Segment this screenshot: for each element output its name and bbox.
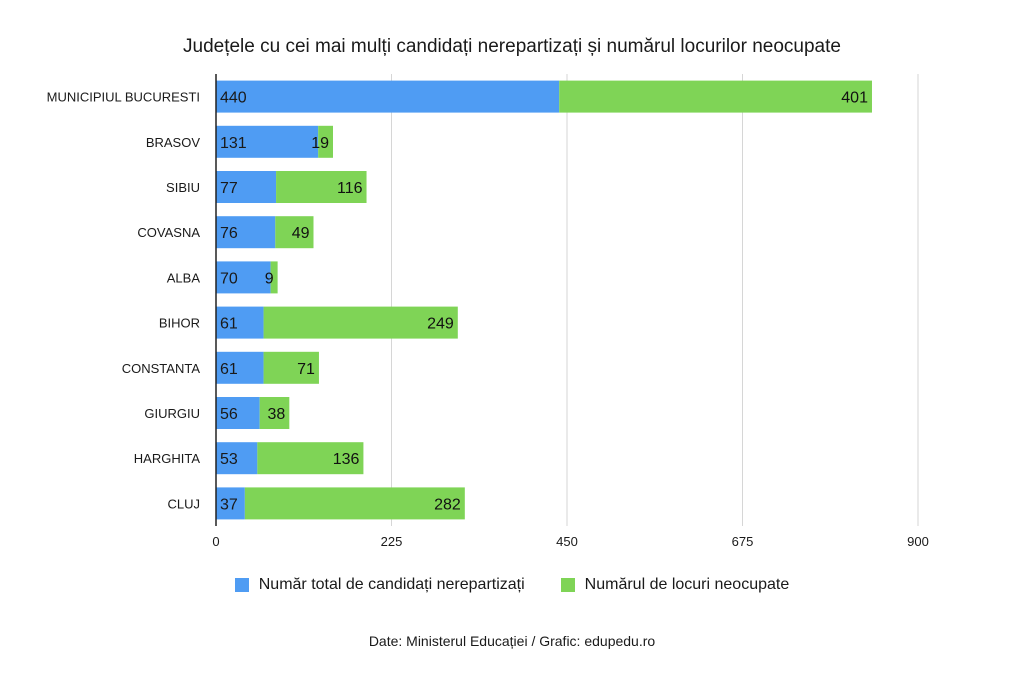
bar-series-2 xyxy=(559,80,872,113)
source-note: Date: Ministerul Educației / Grafic: edu… xyxy=(368,633,656,649)
bar-series-1 xyxy=(216,171,277,203)
data-label-series-1: 70 xyxy=(220,270,238,287)
x-tick-label: 675 xyxy=(732,534,754,549)
x-tick-label: 900 xyxy=(907,534,929,549)
category-label: GIURGIU xyxy=(144,406,200,421)
legend-label-series-1: Număr total de candidați nerepartizați xyxy=(258,576,525,593)
category-label: CONSTANTA xyxy=(122,361,201,376)
x-tick-label: 225 xyxy=(381,534,403,549)
bar-series-2 xyxy=(318,125,333,158)
data-label-series-1: 56 xyxy=(220,406,238,423)
category-label: MUNICIPIUL BUCURESTI xyxy=(47,90,200,105)
bar-series-1 xyxy=(216,397,260,429)
chart-title: Județele cu cei mai mulți candidați nere… xyxy=(183,36,841,57)
legend-item-series-1: Număr total de candidați nerepartizați xyxy=(234,576,525,594)
bar-series-2 xyxy=(244,487,465,520)
data-label-series-1: 77 xyxy=(220,180,238,197)
category-label: BIHOR xyxy=(159,316,200,331)
category-label: COVASNA xyxy=(137,225,200,240)
legend-swatch-green xyxy=(560,578,575,592)
category-label: SIBIU xyxy=(166,180,200,195)
data-label-series-2: 116 xyxy=(337,180,363,197)
data-label-series-1: 131 xyxy=(220,135,247,152)
bar-series-2 xyxy=(259,397,290,429)
data-label-series-1: 76 xyxy=(220,225,238,242)
bar-series-2 xyxy=(270,261,278,294)
category-label: HARGHITA xyxy=(134,451,201,466)
data-label-series-1: 61 xyxy=(220,361,238,378)
bar-series-1 xyxy=(216,125,319,158)
category-label: BRASOV xyxy=(146,135,201,150)
data-label-series-2: 19 xyxy=(311,135,329,152)
category-label: CLUJ xyxy=(167,496,200,511)
data-label-series-1: 440 xyxy=(220,90,247,107)
data-label-series-1: 61 xyxy=(220,316,238,333)
bar-series-2 xyxy=(275,216,314,249)
x-tick-label: 0 xyxy=(212,534,219,549)
data-label-series-1: 37 xyxy=(220,496,238,513)
data-label-series-2: 282 xyxy=(434,496,461,513)
data-label-series-2: 49 xyxy=(292,225,310,242)
bar-series-1 xyxy=(216,351,264,384)
data-label-series-2: 9 xyxy=(265,270,274,287)
data-label-series-2: 401 xyxy=(841,90,868,107)
bar-series-1 xyxy=(216,442,258,475)
data-label-series-2: 71 xyxy=(297,361,315,378)
legend-swatch-blue xyxy=(234,578,249,592)
legend-label-series-2: Numărul de locuri neocupate xyxy=(584,576,790,593)
bar-series-2 xyxy=(263,306,458,339)
bar-series-1 xyxy=(216,261,271,294)
legend-item-series-2: Numărul de locuri neocupate xyxy=(560,576,790,594)
bar-series-1 xyxy=(216,80,560,113)
bar-series-1 xyxy=(216,216,276,249)
data-label-series-2: 136 xyxy=(333,451,360,468)
bar-series-2 xyxy=(276,171,367,203)
bar-series-2 xyxy=(263,351,319,384)
chart-legend: Număr total de candidați nerepartizați N… xyxy=(0,576,1024,594)
bar-series-1 xyxy=(216,306,264,339)
category-label: ALBA xyxy=(167,270,201,285)
data-label-series-1: 53 xyxy=(220,451,238,468)
data-label-series-2: 249 xyxy=(427,316,454,333)
bar-series-2 xyxy=(257,442,364,475)
data-label-series-2: 38 xyxy=(268,406,286,423)
x-tick-label: 450 xyxy=(556,534,578,549)
bar-series-1 xyxy=(216,487,245,520)
